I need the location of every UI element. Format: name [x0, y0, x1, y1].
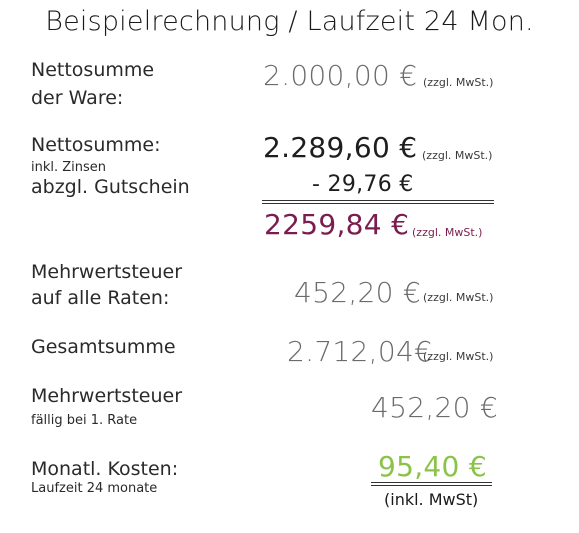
netto-zinsen-amount: 2.289,60 €: [263, 131, 418, 164]
netto-ware-amount: 2.000,00 €: [263, 59, 418, 92]
monatl-amount: 95,40 €: [378, 450, 487, 483]
netto-ware-label-2: der Ware:: [31, 87, 124, 109]
netto-zinsen-label: Nettosumme:: [31, 134, 161, 156]
netto-ware-note: (zzgl. MwSt.): [423, 76, 494, 89]
page-title: Beispielrechnung / Laufzeit 24 Mon.: [45, 6, 534, 37]
monatl-rule-2: [371, 485, 492, 486]
netto-zinsen-sublabel: inkl. Zinsen: [31, 160, 107, 175]
monatl-inkl-note: (inkl. MwSt): [384, 490, 479, 509]
zwischensumme-note: (zzgl. MwSt.): [412, 226, 483, 239]
mwst-raten-note: (zzgl. MwSt.): [423, 291, 494, 304]
mwst-rate1-sublabel: fällig bei 1. Rate: [31, 413, 138, 428]
mwst-raten-label-2: auf alle Raten:: [31, 287, 170, 309]
gesamt-amount: 2.712,04€: [287, 335, 433, 368]
netto-zinsen-note: (zzgl. MwSt.): [422, 149, 493, 162]
zwischensumme-amount: 2259,84 €: [264, 208, 410, 241]
gutschein-label: abzgl. Gutschein: [31, 176, 190, 198]
monatl-label: Monatl. Kosten:: [31, 458, 179, 480]
sum-rule-1: [262, 200, 494, 201]
monatl-sublabel: Laufzeit 24 monate: [31, 481, 158, 496]
mwst-raten-label-1: Mehrwertsteuer: [31, 261, 183, 283]
netto-ware-label-1: Nettosumme: [31, 59, 155, 81]
mwst-rate1-label: Mehrwertsteuer: [31, 385, 183, 407]
gesamt-label: Gesamtsumme: [31, 336, 176, 358]
mwst-raten-amount: 452,20 €: [294, 276, 422, 309]
mwst-rate1-amount: 452,20 €: [371, 391, 499, 424]
monatl-rule-1: [371, 482, 492, 483]
gesamt-note: (zzgl. MwSt.): [423, 350, 494, 363]
sum-rule-2: [262, 203, 494, 204]
gutschein-amount: - 29,76 €: [312, 172, 414, 197]
